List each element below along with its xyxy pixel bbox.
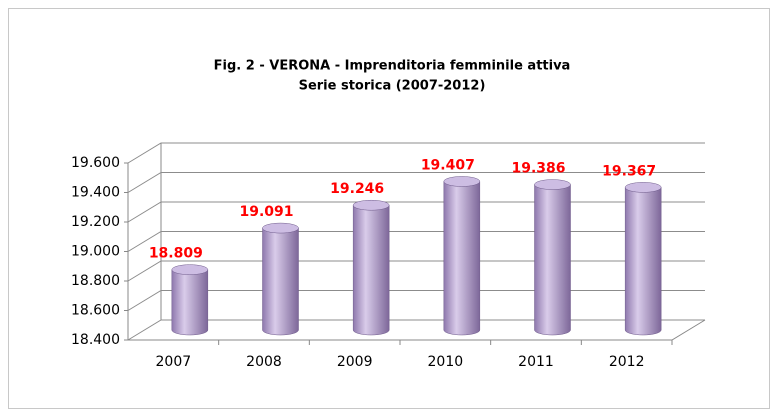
grid-line — [127, 142, 705, 164]
y-tick-label: 18.800 — [71, 273, 120, 289]
y-tick-label: 19.000 — [71, 244, 120, 260]
x-tick-label: 2010 — [428, 354, 464, 370]
bar-top — [624, 182, 662, 193]
y-tick-label: 19.600 — [71, 155, 120, 171]
value-label: 19.386 — [511, 161, 565, 177]
bar-body — [171, 269, 209, 336]
x-tick-label: 2009 — [337, 354, 373, 370]
grid-line — [127, 290, 705, 311]
grid-line — [127, 231, 705, 252]
x-tick-label: 2007 — [156, 354, 192, 370]
bar-top — [171, 264, 209, 275]
bar — [171, 264, 209, 336]
value-label: 19.367 — [602, 163, 656, 179]
chart-subtitle: Serie storica (2007-2012) — [299, 79, 486, 94]
bar — [352, 199, 390, 336]
x-tick-label: 2011 — [518, 354, 554, 370]
value-label: 19.407 — [421, 157, 475, 173]
y-tick-label: 18.600 — [71, 303, 120, 319]
y-tick-label: 18.400 — [71, 332, 120, 348]
y-tick-label: 19.400 — [71, 185, 120, 201]
grid-line — [127, 201, 705, 223]
bar-top — [352, 199, 390, 211]
bar — [534, 179, 571, 336]
bar-body — [534, 184, 571, 336]
bar-top — [262, 222, 299, 234]
value-label: 19.246 — [330, 181, 384, 197]
x-tick-label: 2008 — [246, 354, 282, 370]
grid-line — [127, 260, 705, 282]
x-tick-label: 2012 — [609, 354, 645, 370]
bar — [262, 222, 299, 336]
bar-body — [352, 204, 390, 336]
bar-body — [262, 227, 299, 336]
bar-body — [443, 181, 481, 336]
bar — [443, 176, 481, 336]
bar-body — [624, 187, 662, 336]
value-label: 18.809 — [149, 246, 203, 262]
bar — [624, 182, 662, 336]
bar-top — [443, 176, 481, 187]
bar-top — [534, 179, 571, 190]
value-label: 19.091 — [239, 204, 293, 220]
grid-line — [127, 172, 705, 193]
chart-title: Fig. 2 - VERONA - Imprenditoria femminil… — [214, 59, 571, 74]
grid-line — [127, 319, 705, 341]
y-tick-label: 19.200 — [71, 214, 120, 230]
